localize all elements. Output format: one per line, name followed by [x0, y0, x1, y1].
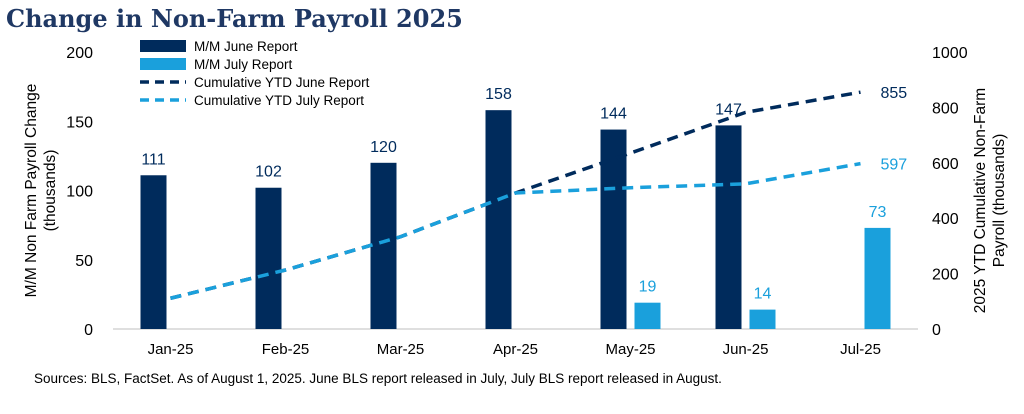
line-end-label: 855: [881, 85, 908, 102]
bar-data-label: 120: [370, 139, 397, 156]
chart-title: Change in Non-Farm Payroll 2025: [6, 4, 463, 33]
line-end-label: 597: [881, 157, 908, 174]
x-tick-label: Jan-25: [148, 341, 194, 358]
legend-swatch: [140, 58, 186, 70]
legend-label: M/M July Report: [194, 57, 293, 72]
y-axis-title: M/M Non Farm Payroll Change (thousands): [23, 84, 59, 298]
y2-tick-label: 1000: [932, 45, 968, 62]
source-note: Sources: BLS, FactSet. As of August 1, 2…: [34, 371, 722, 386]
x-tick-label: Feb-25: [262, 341, 310, 358]
y-tick-label: 50: [75, 253, 93, 270]
bar-june: [485, 110, 512, 329]
y-tick-label: 0: [84, 322, 93, 339]
y2-tick-label: 400: [932, 211, 959, 228]
bar-data-label: 14: [754, 286, 772, 303]
bar-data-label: 158: [485, 86, 512, 103]
bar-data-label: 144: [600, 106, 627, 123]
bar-data-label: 147: [715, 101, 742, 118]
legend-label: M/M June Report: [194, 39, 298, 54]
bar-june: [600, 129, 627, 329]
x-tick-label: May-25: [605, 341, 655, 358]
bar-july: [634, 302, 661, 329]
x-tick-label: Mar-25: [377, 341, 425, 358]
y2-tick-label: 0: [932, 322, 941, 339]
y2-tick-label: 200: [932, 267, 959, 284]
y2-tick-label: 600: [932, 156, 959, 173]
x-tick-label: Apr-25: [493, 341, 538, 358]
legend-swatch: [140, 40, 186, 52]
y-tick-label: 150: [66, 114, 93, 131]
bar-july: [749, 309, 776, 329]
bar-june: [715, 125, 742, 329]
x-tick-label: Jul-25: [840, 341, 881, 358]
line-cumulative-july: [170, 161, 861, 300]
x-tick-label: Jun-25: [723, 341, 769, 358]
y2-axis-title: 2025 YTD Cumulative Non-Farm Payroll (tho…: [972, 88, 1008, 313]
bar-june: [370, 162, 397, 329]
legend-label: Cumulative YTD July Report: [194, 93, 364, 108]
y-tick-label: 200: [66, 45, 93, 62]
y-tick-label: 100: [66, 184, 93, 201]
bar-data-label: 111: [141, 151, 165, 168]
bar-data-label: 102: [255, 164, 282, 181]
bar-data-label: 73: [869, 204, 887, 221]
bar-june: [255, 187, 282, 329]
legend-label: Cumulative YTD June Report: [194, 75, 370, 90]
bar-june: [140, 175, 167, 329]
bar-data-label: 19: [639, 279, 657, 296]
bar-july: [864, 227, 891, 329]
y2-tick-label: 800: [932, 100, 959, 117]
